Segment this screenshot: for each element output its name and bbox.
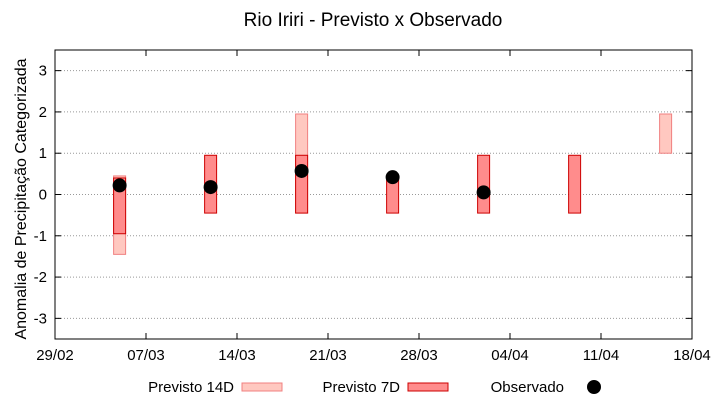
y-tick-label: 3 bbox=[39, 63, 47, 80]
x-axis-ticks: 29/02 07/03 14/03 21/03 28/03 04/04 11/04 18/04 bbox=[36, 50, 711, 364]
point-observado bbox=[385, 170, 400, 185]
x-tick-label: 07/03 bbox=[127, 347, 165, 364]
y-axis-ticks: 3 2 1 0 -1 -2 -3 bbox=[34, 63, 692, 327]
point-observado bbox=[203, 180, 218, 195]
bar-previsto-7d bbox=[568, 154, 582, 214]
x-tick-label: 28/03 bbox=[400, 347, 438, 364]
legend-marker-observado bbox=[587, 380, 601, 394]
y-axis-label: Anomalia de Precipitação Categorizada bbox=[13, 58, 30, 339]
series-previsto-7d bbox=[113, 154, 582, 235]
point-observado bbox=[294, 163, 309, 178]
legend-swatch-previsto-7d bbox=[407, 382, 449, 392]
x-tick-label: 29/02 bbox=[36, 347, 74, 364]
legend-item-observado: Observado bbox=[491, 379, 601, 396]
y-tick-label: -2 bbox=[34, 269, 47, 286]
x-tick-label: 21/03 bbox=[309, 347, 347, 364]
x-tick-label: 04/04 bbox=[491, 347, 529, 364]
legend-label-previsto-14d: Previsto 14D bbox=[148, 379, 234, 396]
legend: Previsto 14D Previsto 7D Observado bbox=[148, 379, 601, 396]
y-tick-label: 1 bbox=[39, 145, 47, 162]
x-tick-label: 18/04 bbox=[673, 347, 711, 364]
legend-label-observado: Observado bbox=[491, 379, 564, 396]
x-tick-label: 14/03 bbox=[218, 347, 256, 364]
x-tick-label: 11/04 bbox=[583, 347, 619, 364]
legend-item-previsto-14d: Previsto 14D bbox=[148, 379, 283, 396]
bar-previsto-7d bbox=[113, 177, 127, 235]
chart-title: Rio Iriri - Previsto x Observado bbox=[244, 10, 503, 31]
bar-previsto-14d bbox=[659, 113, 673, 154]
series-observado bbox=[112, 163, 491, 200]
bar-previsto-7d bbox=[477, 154, 491, 214]
point-observado bbox=[476, 185, 491, 200]
legend-label-previsto-7d: Previsto 7D bbox=[322, 379, 400, 396]
y-tick-label: 0 bbox=[39, 187, 47, 204]
y-tick-label: -1 bbox=[34, 228, 47, 245]
legend-swatch-previsto-14d bbox=[241, 382, 283, 392]
point-observado bbox=[112, 178, 127, 193]
y-tick-label: -3 bbox=[34, 310, 47, 327]
bar-previsto-7d bbox=[295, 154, 309, 214]
legend-item-previsto-7d: Previsto 7D bbox=[322, 379, 449, 396]
grid-lines bbox=[55, 70, 692, 319]
y-tick-label: 2 bbox=[39, 104, 47, 121]
